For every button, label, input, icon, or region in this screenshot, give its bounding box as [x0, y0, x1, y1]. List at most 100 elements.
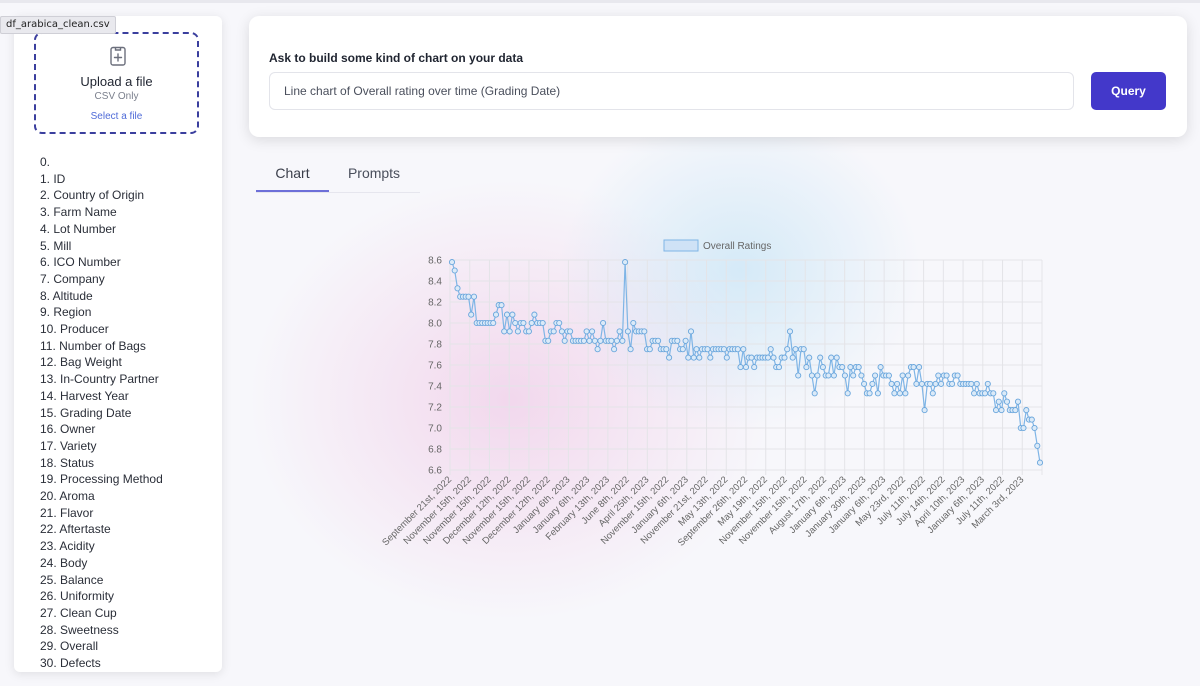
sidebar: Upload a file CSV Only Select a file 0. 1… — [14, 16, 222, 672]
data-point — [663, 346, 670, 353]
data-point — [503, 311, 511, 318]
data-point — [929, 390, 936, 397]
data-point — [828, 354, 835, 361]
y-tick-label: 7.6 — [428, 361, 442, 372]
data-point — [968, 380, 975, 387]
data-point — [514, 328, 521, 335]
legend-label: Overall Ratings — [703, 241, 771, 252]
data-point — [1023, 407, 1030, 414]
file-name-tab[interactable]: df_arabica_clean.csv — [0, 16, 116, 34]
column-list-item: 14. Harvest Year — [40, 388, 129, 403]
y-tick-label: 8.0 — [428, 319, 442, 330]
query-label: Ask to build some kind of chart on your … — [269, 51, 524, 65]
y-tick-label: 8.2 — [428, 298, 442, 309]
data-point — [454, 285, 461, 292]
column-list-item: 3. Farm Name — [40, 205, 117, 220]
tab-prompts[interactable]: Prompts — [347, 165, 401, 181]
data-point — [550, 328, 557, 335]
query-input[interactable] — [269, 72, 1074, 110]
data-point — [451, 267, 458, 274]
column-list-item: 28. Sweetness — [40, 622, 119, 637]
data-point — [984, 380, 991, 387]
data-point — [817, 354, 824, 361]
y-tick-label: 7.4 — [428, 382, 442, 393]
data-point — [723, 354, 730, 361]
chart-area: Overall Ratings 8.6 8.4 8.2 8.0 7.8 7.6 7.4 7.2 7… — [380, 234, 1060, 574]
column-list-item: 11. Number of Bags — [40, 338, 146, 353]
data-point — [591, 337, 598, 344]
data-point — [751, 364, 758, 371]
data-point — [995, 398, 1002, 405]
data-point — [789, 354, 796, 361]
window-top-border — [0, 0, 1200, 3]
data-point — [630, 319, 637, 327]
column-list-item: 25. Balance — [40, 572, 104, 587]
data-point — [525, 328, 532, 335]
data-point — [888, 380, 895, 387]
data-point — [954, 372, 961, 379]
column-list-item: 13. In-Country Partner — [40, 372, 159, 387]
data-point — [844, 390, 851, 397]
data-point — [465, 293, 472, 300]
data-point — [916, 364, 923, 371]
column-list-item: 15. Grading Date — [40, 405, 132, 420]
data-point — [531, 311, 538, 318]
select-file-link[interactable]: Select a file — [90, 111, 143, 122]
data-point — [811, 390, 818, 397]
data-point — [938, 380, 945, 387]
column-list-item: 16. Owner — [40, 422, 96, 437]
data-point — [740, 346, 747, 353]
y-tick-label: 8.4 — [428, 277, 442, 288]
data-point — [1001, 390, 1008, 397]
column-list-item: 22. Aftertaste — [40, 522, 111, 537]
data-point — [583, 328, 590, 335]
data-point — [600, 319, 607, 327]
data-point — [622, 259, 629, 266]
data-point — [918, 380, 925, 387]
data-point — [627, 346, 634, 353]
column-list-item: 30. Defects — [40, 656, 101, 671]
column-list-item: 6. ICO Number — [40, 255, 121, 270]
data-point — [558, 328, 565, 335]
data-point — [1028, 416, 1035, 423]
y-tick-label: 6.6 — [428, 466, 442, 477]
data-point — [611, 346, 618, 353]
data-point — [899, 372, 906, 379]
data-point — [841, 372, 848, 379]
data-point — [624, 328, 631, 335]
data-point — [1036, 459, 1044, 466]
data-point — [872, 372, 879, 379]
query-button[interactable]: Query — [1091, 72, 1166, 110]
data-point — [858, 372, 865, 379]
data-point — [775, 364, 783, 371]
data-point — [561, 337, 568, 344]
upload-title: Upload a file — [80, 74, 153, 89]
column-list-item: 10. Producer — [40, 322, 109, 337]
tab-chart[interactable]: Chart — [256, 156, 329, 192]
data-point — [685, 354, 692, 361]
data-point — [687, 328, 695, 335]
data-point — [935, 372, 942, 379]
data-point — [806, 354, 813, 361]
data-point — [589, 328, 596, 335]
data-point — [998, 407, 1005, 414]
data-point — [655, 337, 662, 344]
data-point — [833, 354, 840, 361]
data-point — [468, 311, 475, 318]
data-point — [866, 390, 873, 397]
data-point — [498, 302, 505, 309]
data-point — [506, 328, 513, 335]
column-list-item: 17. Variety — [40, 438, 97, 453]
data-point — [921, 407, 928, 414]
data-point — [784, 346, 791, 353]
data-point — [1034, 442, 1041, 449]
column-list-item: 8. Altitude — [40, 288, 93, 303]
data-point — [943, 372, 950, 379]
data-point — [512, 319, 519, 327]
data-point — [597, 337, 604, 344]
upload-subtitle: CSV Only — [94, 91, 139, 102]
data-point — [896, 390, 903, 397]
data-point — [707, 354, 714, 361]
upload-dropzone[interactable]: Upload a file CSV Only Select a file — [34, 32, 199, 134]
file-upload-icon — [110, 46, 126, 66]
